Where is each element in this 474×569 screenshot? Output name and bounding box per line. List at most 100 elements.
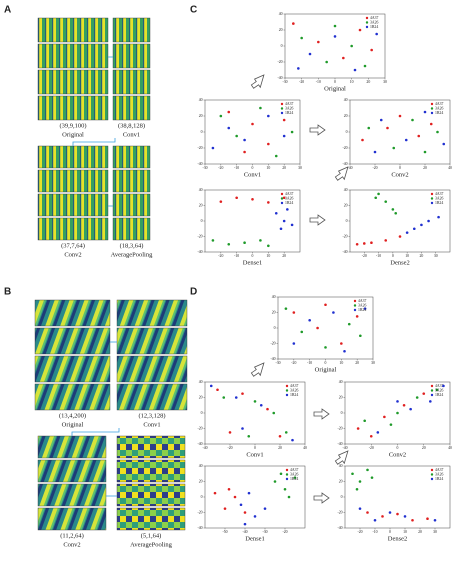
legend-swatch — [353, 299, 357, 303]
y-tick-label: -20 — [197, 146, 202, 150]
point — [426, 517, 429, 520]
y-tick-label: -20 — [197, 510, 202, 514]
feature-map — [37, 69, 109, 95]
legend-label: 3A26 — [435, 472, 444, 476]
plot-title: Dense2 — [388, 535, 408, 542]
x-tick-label: 40 — [303, 446, 307, 450]
point — [272, 411, 276, 415]
y-tick-label: 40 — [199, 98, 203, 102]
feature-map — [116, 383, 188, 411]
legend-swatch — [430, 111, 434, 115]
map-name: AveragePooling — [130, 541, 173, 548]
point — [266, 407, 269, 411]
plot-title: Conv2 — [389, 451, 406, 458]
plot-title: Conv1 — [246, 451, 263, 458]
point — [404, 138, 408, 142]
plot-title: Conv2 — [391, 171, 408, 178]
point — [427, 219, 430, 223]
point — [405, 231, 409, 234]
x-tick-label: -20 — [218, 166, 223, 170]
feature-map — [37, 507, 107, 531]
point — [355, 487, 359, 491]
feature-map — [112, 69, 151, 95]
y-tick-label: 0 — [281, 44, 283, 48]
map-name: Conv2 — [63, 541, 80, 548]
point — [308, 318, 311, 322]
x-tick-label: 40 — [448, 446, 452, 450]
legend-swatch — [365, 21, 369, 24]
point — [355, 315, 359, 318]
point — [402, 403, 406, 407]
x-tick-label: -40 — [342, 446, 347, 450]
point — [417, 134, 421, 138]
legend-swatch — [430, 468, 434, 472]
point — [267, 201, 270, 204]
feature-map — [37, 435, 107, 459]
point — [209, 384, 213, 388]
point — [325, 60, 328, 64]
legend-label: 3A26 — [435, 106, 444, 110]
point — [292, 311, 296, 314]
map-name: Original — [62, 421, 84, 428]
plot-frame — [344, 465, 451, 529]
map-dims: (39,9,100) — [59, 122, 86, 129]
x-tick-label: 20 — [278, 446, 282, 450]
legend-label: 1B24 — [290, 477, 298, 481]
panel-letter: C — [190, 5, 197, 16]
feature-map — [116, 507, 186, 531]
point — [219, 200, 223, 203]
y-tick-label: 40 — [199, 380, 203, 384]
x-tick-label: 20 — [418, 530, 422, 534]
feature-map — [116, 355, 188, 383]
point — [290, 130, 294, 134]
point — [367, 126, 371, 130]
legend-swatch — [430, 389, 434, 392]
point — [363, 419, 366, 423]
x-tick-label: 0 — [252, 166, 254, 170]
legend-swatch — [430, 102, 434, 106]
point — [211, 146, 215, 150]
point — [247, 491, 251, 495]
y-tick-label: -40 — [197, 526, 202, 530]
legend-swatch — [285, 389, 289, 392]
point — [423, 110, 427, 114]
y-tick-label: -40 — [270, 357, 275, 361]
point — [234, 396, 238, 399]
point — [227, 242, 231, 246]
x-tick-label: -20 — [291, 361, 296, 365]
legend-label: 4A37 — [290, 384, 299, 388]
point — [227, 487, 231, 491]
y-tick-label: 20 — [344, 203, 348, 207]
point — [267, 142, 270, 146]
x-tick-label: -40 — [347, 166, 352, 170]
point — [253, 515, 257, 518]
legend-swatch — [430, 384, 434, 388]
point — [361, 138, 364, 142]
x-tick-label: 20 — [423, 166, 427, 170]
point — [243, 511, 247, 514]
map-name: Conv1 — [143, 421, 160, 428]
y-tick-label: 0 — [201, 130, 203, 134]
point — [251, 198, 254, 201]
map-dims: (37,7,64) — [61, 242, 85, 249]
legend-swatch — [285, 477, 289, 481]
feature-map — [34, 355, 111, 383]
point — [282, 196, 286, 200]
point — [253, 400, 257, 403]
legend-swatch — [285, 468, 289, 472]
point — [373, 150, 377, 154]
point — [279, 227, 283, 231]
y-tick-label: 40 — [339, 380, 343, 384]
x-tick-label: 10 — [266, 166, 270, 170]
y-tick-label: 20 — [339, 479, 343, 483]
point — [442, 384, 445, 388]
feature-map — [37, 193, 109, 217]
plot-frame — [349, 99, 451, 165]
point — [241, 427, 244, 430]
connector — [72, 138, 116, 146]
point — [396, 512, 399, 516]
x-tick-label: -20 — [282, 530, 287, 534]
